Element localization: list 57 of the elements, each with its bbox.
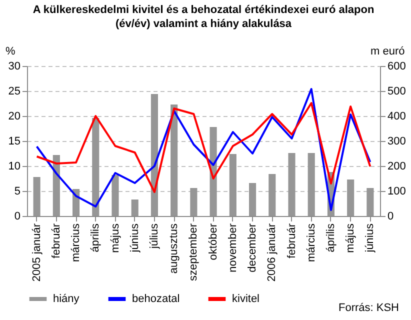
x-tick-label: június xyxy=(364,223,376,254)
x-tick-label: április xyxy=(90,223,102,252)
x-tick-label: 2006 január xyxy=(266,223,278,282)
bar xyxy=(210,127,217,216)
bar xyxy=(249,183,256,216)
y-tick-label: 5 xyxy=(14,186,20,198)
line-series xyxy=(36,88,372,211)
y-tick-label: 10 xyxy=(8,160,20,172)
x-tick-label: július xyxy=(148,223,160,250)
legend-label: kivitel xyxy=(232,293,260,305)
y2-tick-label: 400 xyxy=(388,110,406,122)
bar xyxy=(288,153,296,216)
chart-title: A külkereskedelmi kivitel és a behozatal értékindexei euró alapon (év/év) valamint a hiány alakulása xyxy=(32,4,374,30)
y2-tick-label: 100 xyxy=(388,186,406,198)
bar xyxy=(308,153,315,216)
y-tick-label: 0 xyxy=(14,210,20,222)
y-tick-label: 15 xyxy=(8,136,20,148)
x-tick-label: december xyxy=(246,223,259,272)
x-tick-label: március xyxy=(70,223,82,262)
x-tick-label: április xyxy=(324,223,337,252)
y-tick-label: 20 xyxy=(8,110,20,122)
x-tick-label: szeptember xyxy=(188,223,200,281)
line-series xyxy=(36,102,372,193)
x-tick-label: február xyxy=(50,223,62,258)
x-tick-label: május xyxy=(109,223,122,253)
legend-label: behozatal xyxy=(132,293,180,305)
x-tick-label: február xyxy=(286,223,298,258)
y2-tick-label: 0 xyxy=(388,210,394,222)
bar xyxy=(229,154,236,216)
x-tick-label: május xyxy=(344,223,357,253)
x-tick-label: március xyxy=(305,223,318,262)
y-tick-label: 25 xyxy=(8,86,20,98)
y-axis-title: % xyxy=(6,46,16,58)
bar xyxy=(190,188,198,216)
y2-tick-label: 600 xyxy=(388,60,406,72)
y2-axis-title: m euró xyxy=(370,46,405,58)
y2-tick-label: 500 xyxy=(388,86,406,98)
bar xyxy=(347,180,354,216)
y2-tick-label: 200 xyxy=(388,160,406,172)
bar xyxy=(366,188,374,216)
bar xyxy=(33,177,40,216)
bar xyxy=(52,155,60,216)
x-tick-label: október xyxy=(207,223,220,260)
bar xyxy=(150,94,158,216)
x-tick-label: június xyxy=(128,223,141,254)
x-tick-label: november xyxy=(226,223,239,272)
x-tick-label: 2005 január xyxy=(30,223,43,282)
x-tick-label: augusztus xyxy=(168,223,180,274)
y2-tick-label: 300 xyxy=(388,136,406,148)
bar xyxy=(92,118,100,216)
legend-label: hiány xyxy=(53,293,80,305)
bar xyxy=(268,174,276,216)
y-tick-label: 30 xyxy=(8,60,20,72)
bar xyxy=(112,175,119,216)
source-note: Forrás: KSH xyxy=(338,302,399,314)
bar xyxy=(131,200,138,216)
bar xyxy=(170,104,178,216)
